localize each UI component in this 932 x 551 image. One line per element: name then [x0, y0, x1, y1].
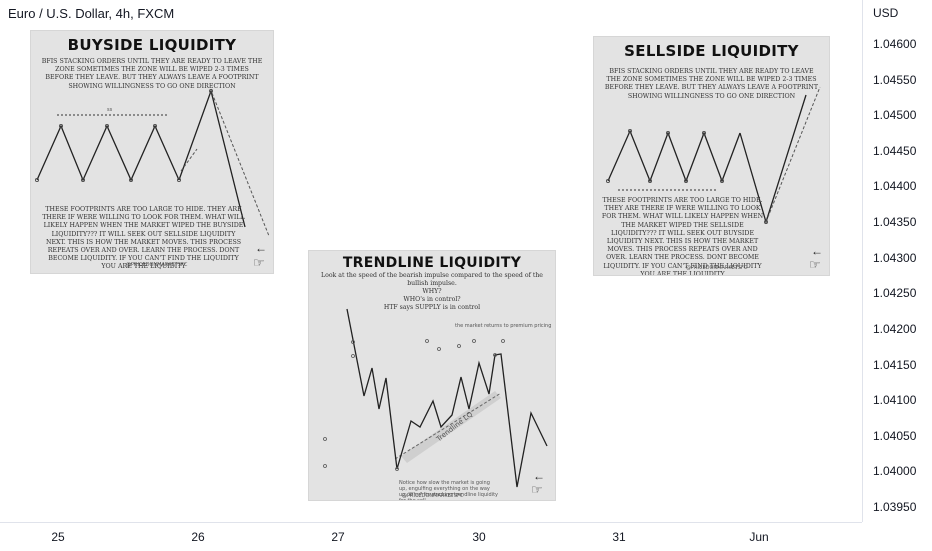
trendline-intro-2: WHY?	[422, 288, 442, 295]
price-tick-label: 1.04000	[873, 464, 917, 479]
buyside-pivot-dots	[35, 89, 213, 182]
buyside-title: BUYSIDE LIQUIDITY	[67, 36, 237, 54]
trendline-note-bottom: Notice how slow the market is going up, …	[399, 480, 498, 501]
buyside-footer: @PRICEDONMARKETSFC	[126, 262, 188, 268]
trendline-intro: Look at the speed of the bearish impulse…	[313, 272, 551, 312]
time-tick-label: 30	[472, 530, 486, 544]
price-tick-label: 1.04300	[873, 250, 917, 265]
price-tick-label: 1.04250	[873, 286, 917, 301]
trendline-intro-4: HTF says SUPPLY is in control	[383, 304, 481, 311]
price-tick-label: 1.04200	[873, 321, 917, 336]
buyside-body: THESE FOOTPRINTS ARE TOO LARGE TO HIDE. …	[42, 206, 245, 271]
price-tick-label: 1.04500	[873, 108, 917, 123]
sellside-pivot-dots	[605, 129, 768, 224]
symbol-title: Euro / U.S. Dollar, 4h, FXCM	[8, 6, 175, 21]
buyside-level-label: ss	[107, 107, 113, 113]
left-arrow-icon: ←	[533, 469, 545, 483]
buyside-intro: BFIS STACKING ORDERS UNTIL THEY ARE READ…	[41, 58, 263, 90]
trendline-liquidity-card[interactable]: TRENDLINE LIQUIDITY Look at the speed of…	[308, 250, 556, 501]
trendline-dashed	[394, 392, 502, 460]
time-tick-label: 25	[51, 530, 65, 544]
trendline-diagram	[323, 308, 548, 488]
buyside-zigzag-line	[36, 124, 180, 182]
price-tick-label: 1.04150	[873, 357, 917, 372]
buyside-liquidity-card[interactable]: BUYSIDE LIQUIDITY BFIS STACKING ORDERS U…	[30, 30, 274, 274]
sellside-body: THESE FOOTPRINTS ARE TOO LARGE TO HIDE. …	[601, 197, 764, 276]
trendline-intro-3: WHO's in control?	[403, 296, 461, 303]
price-tick-label: 1.04550	[873, 72, 917, 87]
price-tick-label: 1.04600	[873, 37, 917, 51]
currency-label: USD	[873, 6, 899, 20]
trendline-footer: @PRICEDONMARKETSFC	[402, 493, 464, 499]
left-arrow-icon: ←	[811, 244, 823, 258]
price-tick-label: 1.04350	[873, 215, 917, 230]
chart-area[interactable]: Euro / U.S. Dollar, 4h, FXCM BUYSIDE LIQ…	[0, 0, 862, 522]
sellside-diagram	[605, 86, 821, 225]
trendline-price-line	[346, 308, 548, 488]
sellside-footer: @PRICEDONMARKETSFC	[686, 265, 748, 271]
sellside-liquidity-card[interactable]: SELLSIDE LIQUIDITY BFIS STACKING ORDERS …	[593, 36, 830, 276]
time-tick-label: Jun	[749, 530, 769, 544]
buyside-projection-dash	[180, 148, 198, 172]
time-tick-label: 26	[191, 530, 205, 544]
sellside-zigzag-line	[607, 129, 741, 183]
buyside-sweep-line	[178, 88, 246, 228]
time-tick-label: 31	[612, 530, 626, 544]
buyside-diagram	[35, 88, 270, 237]
pointing-hand-icon: ☞	[809, 257, 821, 272]
price-axis[interactable]: USD 1.04600 1.04550 1.04500 1.04450 1.04400 1…	[862, 0, 932, 522]
trendline-intro-1: Look at the speed of the bearish impulse…	[321, 272, 543, 287]
sellside-projection-dash	[765, 86, 821, 223]
trendline-note-top: the market returns to premium pricing	[455, 323, 552, 329]
trendline-title: TRENDLINE LIQUIDITY	[342, 255, 522, 271]
sellside-title: SELLSIDE LIQUIDITY	[624, 42, 799, 60]
time-tick-label: 27	[331, 530, 345, 544]
price-tick-label: 1.03950	[873, 500, 917, 514]
pointing-hand-icon: ☞	[253, 255, 265, 270]
trendline-pivot-dots	[323, 339, 505, 471]
sellside-intro: BFIS STACKING ORDERS UNTIL THEY ARE READ…	[604, 68, 819, 100]
left-arrow-icon: ←	[255, 241, 267, 255]
buyside-drop-dash	[211, 92, 270, 237]
price-tick-label: 1.04400	[873, 179, 917, 194]
price-tick-label: 1.04050	[873, 428, 917, 443]
pointing-hand-icon: ☞	[531, 482, 543, 497]
price-tick-label: 1.04450	[873, 143, 917, 158]
price-tick-label: 1.04100	[873, 393, 917, 408]
time-axis[interactable]: 25 26 27 30 31 Jun	[0, 522, 862, 551]
